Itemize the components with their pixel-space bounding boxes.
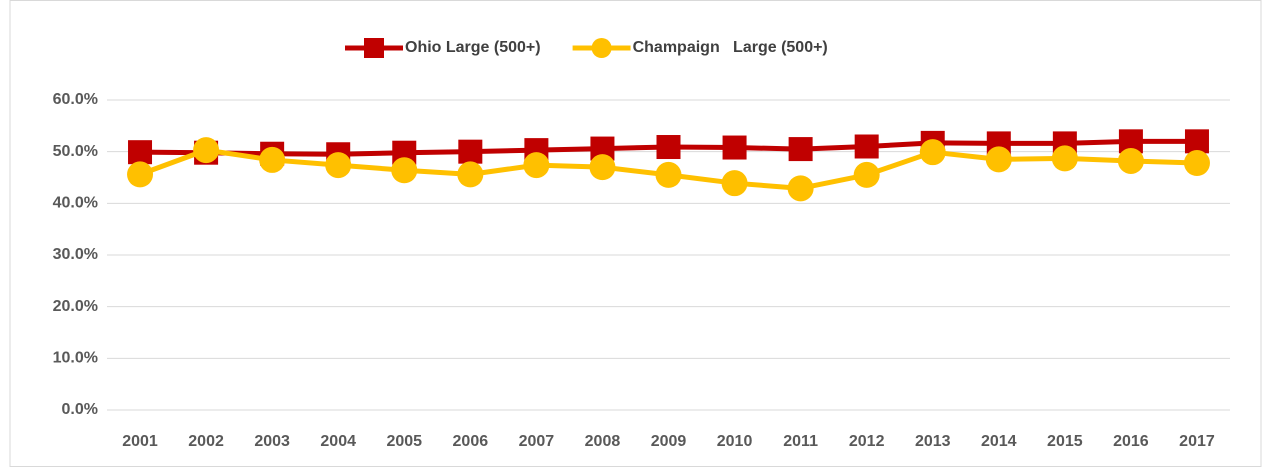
x-tick-label: 2006: [453, 433, 489, 450]
y-tick-label: 20.0%: [53, 298, 98, 315]
x-tick-label: 2001: [122, 433, 158, 450]
x-tick-label: 2008: [585, 433, 621, 450]
y-tick-label: 10.0%: [53, 350, 98, 367]
data-point: [127, 161, 154, 188]
data-point: [325, 152, 352, 179]
data-point: [853, 161, 880, 188]
x-tick-label: 2002: [188, 433, 224, 450]
data-point: [722, 135, 747, 160]
x-tick-label: 2009: [651, 433, 687, 450]
data-point: [655, 161, 682, 188]
x-tick-label: 2010: [717, 433, 753, 450]
y-tick-label: 50.0%: [53, 143, 98, 160]
data-point: [1183, 150, 1210, 177]
data-point: [919, 139, 946, 166]
data-point: [1184, 129, 1209, 154]
data-point: [1117, 147, 1144, 174]
x-tick-label: 2005: [386, 433, 422, 450]
legend-label: Ohio Large (500+): [405, 39, 541, 56]
data-point: [985, 146, 1012, 173]
data-point: [656, 135, 681, 160]
x-tick-label: 2011: [783, 433, 818, 450]
legend: Ohio Large (500+) Champaign Large (500+): [345, 38, 828, 58]
data-point: [788, 137, 813, 162]
data-point: [259, 146, 286, 173]
y-tick-label: 30.0%: [53, 246, 98, 263]
data-point: [1051, 145, 1078, 172]
y-tick-label: 40.0%: [53, 195, 98, 212]
data-point: [193, 137, 220, 164]
data-point: [391, 157, 418, 184]
x-tick-label: 2013: [915, 433, 951, 450]
legend-marker: [364, 38, 384, 58]
x-tick-label: 2014: [981, 433, 1017, 450]
data-point: [787, 175, 814, 202]
x-tick-label: 2007: [519, 433, 555, 450]
legend-marker: [591, 38, 612, 58]
legend-label: Champaign Large (500+): [633, 39, 828, 56]
x-tick-label: 2012: [849, 433, 885, 450]
data-point: [854, 134, 879, 159]
data-point: [458, 139, 483, 164]
chart-frame: [9, 0, 1262, 467]
y-tick-label: 0.0%: [62, 401, 98, 418]
x-tick-label: 2003: [254, 433, 290, 450]
x-tick-label: 2004: [320, 433, 356, 450]
data-point: [721, 170, 748, 197]
data-point: [128, 140, 153, 165]
x-tick-label: 2015: [1047, 433, 1083, 450]
data-point: [523, 152, 550, 179]
y-tick-label: 60.0%: [53, 91, 98, 108]
data-point: [589, 154, 616, 181]
data-point: [457, 161, 484, 188]
x-tick-label: 2017: [1179, 433, 1215, 450]
x-tick-label: 2016: [1113, 433, 1149, 450]
